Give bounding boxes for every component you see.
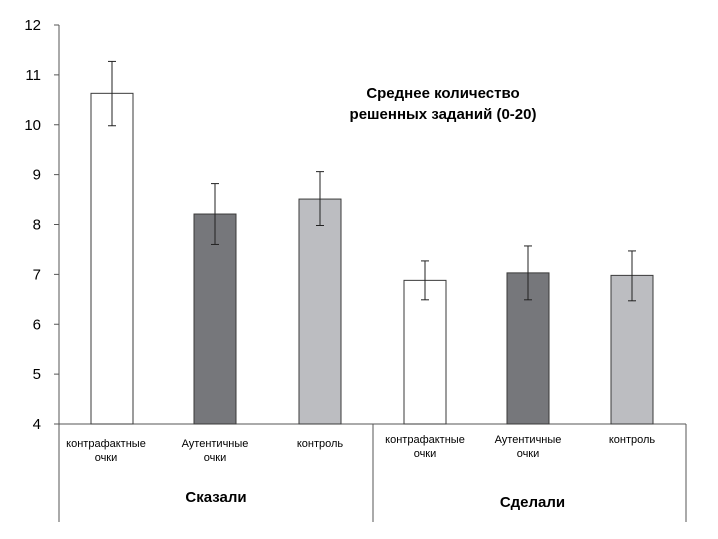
axes: 4 5 6 7 8 9 10 11 12 [24,17,687,522]
y-tick-label: 8 [33,217,41,234]
y-tick-label: 10 [24,117,41,134]
bar [403,279,447,425]
category-label: очки [204,452,227,464]
bar [298,198,342,425]
category-label: Аутентичные [182,438,249,450]
group-label: Сделали [500,494,565,511]
group-label: Сказали [185,489,246,506]
category-label: очки [517,448,540,460]
y-tick-label: 12 [24,17,41,34]
category-label: контрафактные [385,434,465,446]
y-tick-label: 6 [33,316,41,333]
bar [90,92,134,425]
category-label: очки [414,448,437,460]
bar [610,274,654,425]
chart-title-line-2: решенных заданий (0-20) [350,106,537,123]
category-label: контрафактные [66,438,146,450]
labels: Сказали контрафактные очки Аутентичные очки к… [66,434,655,511]
y-tick-label: 9 [33,167,41,184]
category-label: очки [95,452,118,464]
category-label: контроль [609,434,656,446]
category-label: контроль [297,438,344,450]
y-tick-label: 4 [33,416,41,433]
y-tick-label: 11 [25,67,41,84]
bars [90,60,654,425]
y-tick-label: 5 [33,366,41,383]
category-label: Аутентичные [495,434,562,446]
y-tick-label: 7 [33,266,41,283]
bar [193,213,237,425]
chart-title-line-1: Среднее количество [366,85,519,102]
